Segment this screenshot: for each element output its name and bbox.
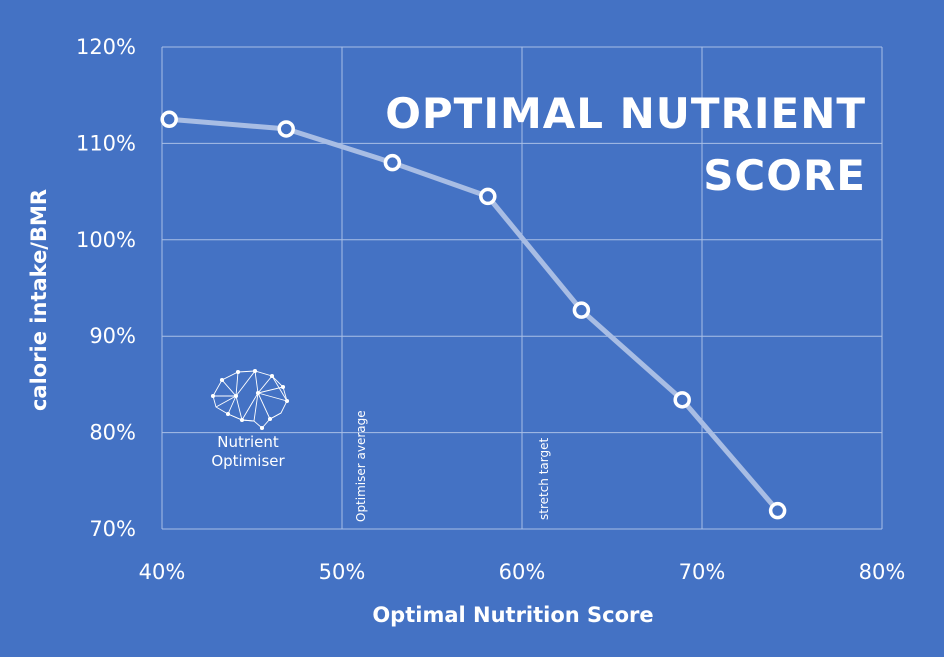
series-layer <box>160 110 787 520</box>
y-tick-label: 100% <box>76 228 136 252</box>
data-point[interactable] <box>673 391 691 409</box>
y-axis-title: calorie intake/BMR <box>27 189 51 411</box>
logo-text-line-2: Optimiser <box>211 452 285 470</box>
data-point[interactable] <box>479 187 497 206</box>
x-tick-label: 80% <box>859 560 906 584</box>
gridlines <box>161 46 883 530</box>
y-tick-label: 80% <box>89 421 136 445</box>
data-point[interactable] <box>572 301 591 319</box>
logo-text-line-1: Nutrient <box>217 433 279 451</box>
y-tick-label: 90% <box>89 324 136 348</box>
x-tick-label: 50% <box>319 560 366 584</box>
axes: 70% 80% 90% 100% 110% 120% 40% 50% 60% 70% 80% <box>76 35 905 584</box>
x-axis-title: Optimal Nutrition Score <box>372 603 653 627</box>
x-tick-label: 70% <box>679 560 726 584</box>
chart-title-line-2: SCORE <box>703 151 866 200</box>
data-point[interactable] <box>768 501 787 520</box>
chart-title-line-1: OPTIMAL NUTRIENT <box>385 89 866 138</box>
x-tick-label: 40% <box>139 560 186 584</box>
x-tick-label: 60% <box>499 560 546 584</box>
y-tick-label: 70% <box>89 517 136 541</box>
data-point[interactable] <box>160 110 178 129</box>
y-tick-label: 110% <box>76 131 136 155</box>
annotation-optimiser-average: Optimiser average <box>354 410 368 522</box>
brain-network-icon <box>210 368 290 431</box>
data-point[interactable] <box>383 153 402 172</box>
y-tick-label: 120% <box>76 35 136 59</box>
data-point[interactable] <box>277 120 295 138</box>
annotation-stretch-target: stretch target <box>537 437 551 520</box>
